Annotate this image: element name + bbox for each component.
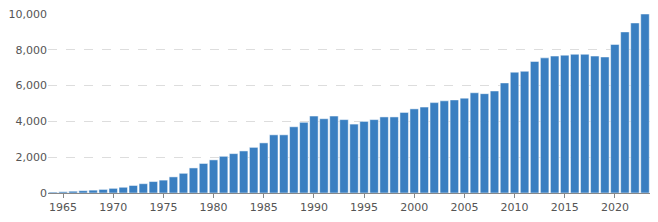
svg-text:1965: 1965 [49, 201, 77, 214]
svg-text:8,000: 8,000 [16, 44, 48, 57]
svg-text:1990: 1990 [300, 201, 328, 214]
svg-text:2005: 2005 [450, 201, 478, 214]
svg-text:1995: 1995 [350, 201, 378, 214]
svg-text:1980: 1980 [200, 201, 228, 214]
svg-text:1985: 1985 [250, 201, 278, 214]
svg-text:1970: 1970 [99, 201, 127, 214]
svg-text:1975: 1975 [149, 201, 177, 214]
svg-text:2000: 2000 [400, 201, 428, 214]
svg-text:6,000: 6,000 [16, 79, 48, 92]
svg-text:2020: 2020 [601, 201, 629, 214]
svg-text:2,000: 2,000 [16, 151, 48, 164]
svg-text:2010: 2010 [501, 201, 529, 214]
svg-text:10,000: 10,000 [9, 8, 48, 21]
svg-text:2015: 2015 [551, 201, 579, 214]
svg-text:0: 0 [40, 187, 47, 200]
svg-text:4,000: 4,000 [16, 115, 48, 128]
